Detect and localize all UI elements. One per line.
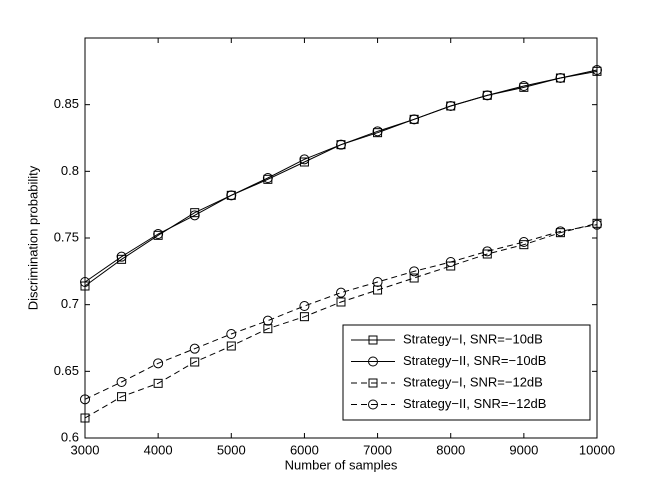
marker xyxy=(482,246,493,257)
x-tick-label: 9000 xyxy=(509,442,538,457)
marker xyxy=(445,101,456,111)
marker xyxy=(409,273,419,283)
marker xyxy=(368,399,378,410)
y-tick-label: 0.7 xyxy=(61,296,79,311)
marker xyxy=(116,377,127,387)
marker xyxy=(262,315,273,326)
marker xyxy=(482,90,493,101)
x-tick-label: 8000 xyxy=(436,442,465,457)
marker xyxy=(116,251,127,262)
y-tick-label: 0.6 xyxy=(61,429,79,444)
y-tick-label: 0.75 xyxy=(54,229,79,244)
series-line xyxy=(84,224,598,400)
marker xyxy=(409,114,420,125)
legend-label: Strategy−II, SNR=−10dB xyxy=(403,353,546,368)
marker xyxy=(226,341,236,351)
marker xyxy=(153,378,163,388)
y-tick-label: 0.65 xyxy=(54,363,79,378)
marker xyxy=(368,356,378,367)
marker xyxy=(336,287,346,298)
marker xyxy=(262,173,273,183)
marker xyxy=(299,154,310,165)
y-tick-label: 0.8 xyxy=(61,163,79,178)
x-tick-label: 10000 xyxy=(579,442,615,457)
x-axis-label: Number of samples xyxy=(285,457,398,472)
marker xyxy=(299,301,310,311)
marker xyxy=(226,329,237,339)
marker xyxy=(190,357,200,367)
marker xyxy=(226,190,237,201)
marker xyxy=(555,226,566,237)
legend-label: Strategy−II, SNR=−12dB xyxy=(403,396,546,411)
marker xyxy=(368,335,378,345)
y-axis-label: Discrimination probability xyxy=(25,165,40,310)
marker xyxy=(518,81,529,91)
x-tick-label: 7000 xyxy=(363,442,392,457)
marker xyxy=(372,126,383,137)
marker xyxy=(592,65,602,75)
series-line xyxy=(84,69,598,283)
marker xyxy=(592,219,602,230)
legend-label: Strategy−I, SNR=−12dB xyxy=(403,374,543,389)
marker xyxy=(336,139,346,150)
legend: Strategy−I, SNR=−10dB Strategy−II, SNR=−1… xyxy=(342,324,591,421)
x-tick-label: 3000 xyxy=(71,442,100,457)
series xyxy=(80,219,602,405)
x-tick-label: 5000 xyxy=(217,442,246,457)
legend-label: Strategy−I, SNR=−10dB xyxy=(403,331,543,346)
marker xyxy=(518,237,529,247)
marker xyxy=(189,343,200,354)
series-line xyxy=(84,222,598,419)
x-tick-label: 6000 xyxy=(290,442,319,457)
series xyxy=(80,65,602,287)
marker xyxy=(445,257,456,267)
marker xyxy=(153,229,164,239)
marker xyxy=(80,277,90,287)
marker xyxy=(336,297,346,307)
marker xyxy=(80,413,90,423)
marker xyxy=(372,277,383,287)
marker xyxy=(153,358,164,369)
marker xyxy=(117,392,127,402)
marker xyxy=(299,312,309,322)
marker xyxy=(368,378,378,388)
y-tick-label: 0.85 xyxy=(54,96,79,111)
marker xyxy=(555,73,566,83)
x-tick-label: 4000 xyxy=(144,442,173,457)
marker xyxy=(80,394,90,405)
marker xyxy=(409,266,420,277)
marker xyxy=(189,210,200,221)
